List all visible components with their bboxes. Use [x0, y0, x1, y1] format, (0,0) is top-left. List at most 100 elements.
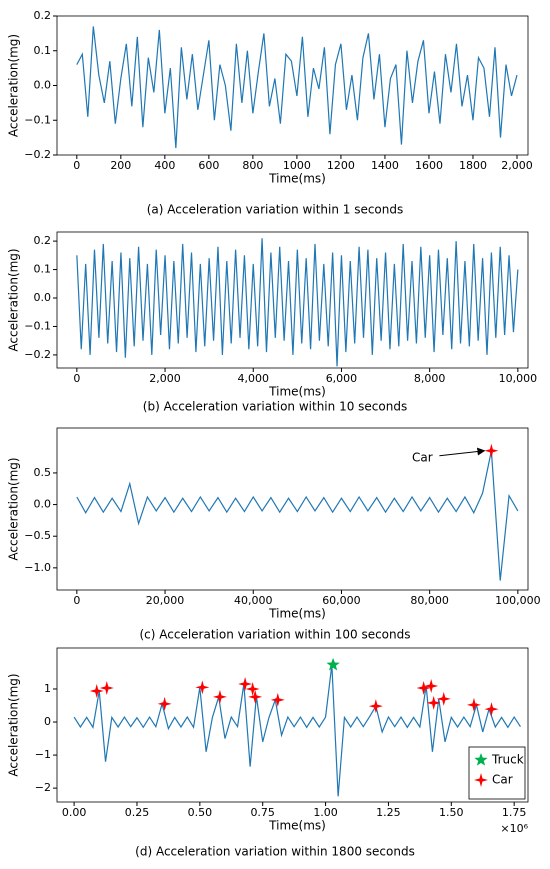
- x-tick-label: 0.00: [62, 806, 87, 819]
- y-tick-label: 0.0: [34, 498, 52, 511]
- x-axis-label: Time(ms): [268, 819, 326, 833]
- subplot: 0 200 400 600 800 1000 1200 1400 1600 1800 2,000 −0…: [7, 9, 533, 217]
- x-tick-label: 400: [154, 159, 175, 172]
- y-tick-label: 0.0: [34, 79, 52, 92]
- y-tick-label: −0.5: [24, 529, 51, 542]
- x-axis-label: Time(ms): [268, 172, 326, 186]
- y-tick-label: 1: [44, 682, 51, 695]
- y-tick-label: 0.1: [34, 44, 52, 57]
- x-tick-label: 0.50: [188, 806, 213, 819]
- signal-line: [73, 664, 521, 797]
- marker-point: [326, 657, 340, 671]
- marker-point: [466, 697, 481, 712]
- caption: (b) Acceleration variation within 10 sec…: [143, 400, 407, 414]
- x-tick-label: 20,000: [146, 594, 185, 607]
- x-tick-label: 200: [110, 159, 131, 172]
- x-tick-label: 80,000: [410, 594, 449, 607]
- y-tick-label: 0.0: [34, 291, 52, 304]
- subplot: 0.00 0.25 0.50 0.75 1.00 1.25 1.50 1.75 −2 −1 0 1 Ti…: [7, 647, 529, 859]
- x-tick-label: 40,000: [234, 594, 273, 607]
- marker-point: [424, 679, 439, 693]
- axes-frame: [56, 231, 529, 369]
- x-tick-label: 1.50: [439, 806, 464, 819]
- subplot: 0 2,000 4,000 6,000 8,000 10,000 −0.2 −0.1 0.0 0.…: [7, 231, 538, 414]
- y-tick-label: 0.2: [34, 234, 52, 247]
- x-tick-label: 0: [73, 372, 80, 385]
- y-axis-label: Acceleration(mg): [7, 457, 21, 560]
- y-axis-label: Acceleration(mg): [7, 673, 21, 776]
- legend-label: Truck: [491, 753, 524, 767]
- marker-point: [89, 683, 104, 698]
- axes-frame: [56, 427, 529, 591]
- y-tick-label: −1.0: [24, 561, 51, 574]
- signal-line: [76, 26, 518, 149]
- y-tick-label: −0.2: [24, 348, 51, 361]
- x-tick-label: 1600: [415, 159, 443, 172]
- x-tick-label: 1400: [371, 159, 399, 172]
- y-tick-label: 0.5: [34, 466, 52, 479]
- marker-point: [270, 692, 285, 707]
- axes-frame: [56, 15, 529, 156]
- marker-point: [368, 699, 383, 714]
- x-tick-label: 0: [73, 594, 80, 607]
- marker-point: [484, 443, 499, 458]
- y-axis-label: Acceleration(mg): [7, 248, 21, 351]
- x-tick-label: 8,000: [414, 372, 446, 385]
- marker-point: [212, 689, 227, 704]
- subplot: 0 20,000 40,000 60,000 80,000 100,000 −1.0 −0.5…: [7, 427, 541, 642]
- x-tick-label: 1200: [327, 159, 355, 172]
- x-axis-label: Time(ms): [268, 385, 326, 399]
- x-tick-label: 1.00: [313, 806, 338, 819]
- y-tick-label: 0: [44, 715, 51, 728]
- x-tick-label: 6,000: [326, 372, 358, 385]
- marker-point: [426, 695, 441, 710]
- x-tick-label: 10,000: [499, 372, 538, 385]
- x-tick-label: 600: [198, 159, 219, 172]
- y-tick-label: −1: [35, 748, 51, 761]
- caption: (d) Acceleration variation within 1800 s…: [135, 845, 415, 859]
- x-tick-label: 0.75: [250, 806, 275, 819]
- marker-point: [195, 680, 210, 695]
- legend-label: Car: [492, 773, 513, 787]
- marker-point: [416, 680, 431, 695]
- y-tick-label: 0.1: [34, 263, 52, 276]
- legend-swatch: [474, 773, 488, 787]
- x-tick-label: 2,000: [149, 372, 181, 385]
- legend-swatch: [474, 753, 488, 766]
- marker-point: [99, 680, 114, 695]
- y-tick-label: −0.1: [24, 319, 51, 332]
- marker-point: [238, 677, 253, 692]
- x-tick-label: 1800: [459, 159, 487, 172]
- x-tick-label: 0: [73, 159, 80, 172]
- y-tick-label: −2: [35, 781, 51, 794]
- y-tick-label: 0.2: [34, 9, 52, 22]
- x-tick-label: 800: [242, 159, 263, 172]
- caption: (a) Acceleration variation within 1 seco…: [147, 203, 404, 217]
- x-offset-label: ×10⁶: [500, 822, 528, 835]
- marker-point: [436, 691, 451, 706]
- marker-point: [245, 681, 260, 696]
- y-axis-label: Acceleration(mg): [7, 34, 21, 137]
- x-tick-label: 4,000: [238, 372, 270, 385]
- marker-point: [157, 696, 172, 711]
- x-tick-label: 1.25: [376, 806, 401, 819]
- caption: (c) Acceleration variation within 100 se…: [139, 628, 410, 642]
- marker-point: [484, 702, 499, 717]
- x-axis-label: Time(ms): [268, 607, 326, 621]
- x-tick-label: 100,000: [495, 594, 541, 607]
- x-tick-label: 2,000: [501, 159, 533, 172]
- marker-point: [248, 689, 263, 704]
- axes-frame: [56, 647, 529, 803]
- y-tick-label: −0.2: [24, 148, 51, 161]
- annotation: Car: [412, 450, 433, 464]
- signal-line: [76, 450, 519, 581]
- x-tick-label: 0.25: [125, 806, 150, 819]
- y-tick-label: −0.1: [24, 113, 51, 126]
- x-tick-label: 1.75: [502, 806, 527, 819]
- x-tick-label: 1000: [283, 159, 311, 172]
- x-tick-label: 60,000: [322, 594, 361, 607]
- annotation-arrow: [439, 447, 486, 457]
- legend-box: [468, 746, 526, 800]
- signal-line: [76, 238, 519, 367]
